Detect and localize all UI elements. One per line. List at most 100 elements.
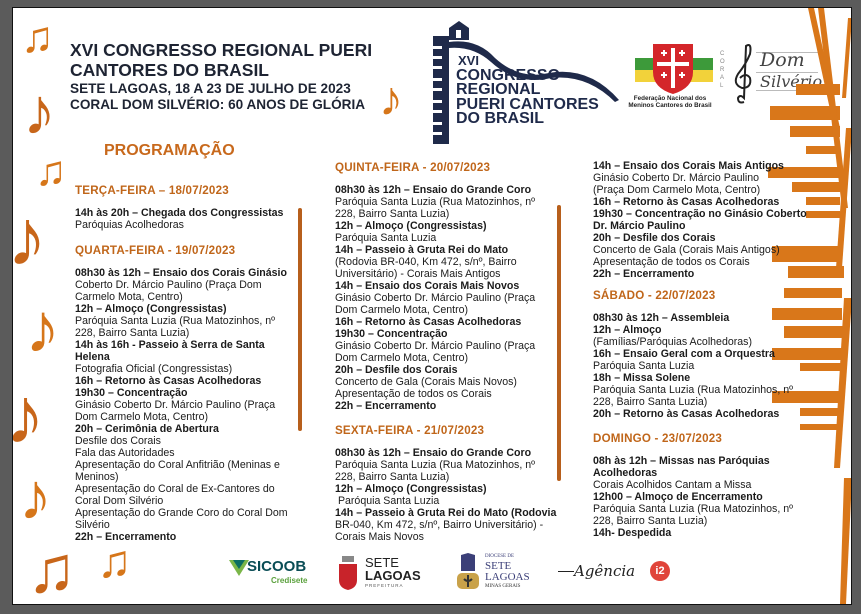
orange-stripes-decoration <box>768 8 851 604</box>
sicoob-sub: Credisete <box>271 576 308 585</box>
section-title: PROGRAMAÇÃO <box>104 142 235 159</box>
prefeitura-line: PREFEITURA <box>365 583 404 588</box>
schedule-event: 08h30 às 12h – Assembleia <box>593 312 730 324</box>
schedule-detail: Apresentação do Coral de Ex-Cantores do <box>75 483 275 495</box>
music-note-icon: ♪ <box>13 376 45 456</box>
schedule-detail: Paróquia Santa Luzia (Rua Matozinhos, nº <box>593 384 793 396</box>
day-heading: SEXTA-FEIRA - 21/07/2023 <box>335 424 485 437</box>
schedule-event: 08h às 12h – Missas nas Paróquias <box>593 455 770 467</box>
event-logo-line: CONGRESSO <box>456 66 561 84</box>
federation-shield-icon <box>635 44 713 94</box>
schedule-detail: Apresentação do Grande Coro do Coral Dom <box>75 507 288 519</box>
schedule-event: 14h – Ensaio dos Corais Mais Novos <box>335 280 520 292</box>
schedule-event: 20h – Cerimônia de Abertura <box>75 423 219 435</box>
schedule-detail: Concerto de Gala (Corais Mais Novos) <box>335 376 517 388</box>
schedule-event: 16h – Ensaio Geral com a Orquestra <box>593 348 775 360</box>
schedule-detail: Corais Mais Novos <box>335 531 424 543</box>
diocese-line: LAGOAS <box>485 571 530 583</box>
schedule-event: 08h30 às 12h – Ensaio do Grande Coro <box>335 447 532 459</box>
column-divider <box>557 205 561 481</box>
schedule-detail: Ginásio Coberto Dr. Márcio Paulino (Praç… <box>335 340 536 352</box>
schedule-event: 12h – Almoço (Congressistas) <box>335 483 487 495</box>
piano-curve-logo-icon <box>433 21 619 144</box>
schedule-event: 16h – Retorno às Casas Acolhedoras <box>75 375 262 387</box>
schedule-event: Acolhedoras <box>593 467 658 479</box>
day-heading: SÁBADO - 22/07/2023 <box>593 289 716 302</box>
coral-logo-line: Dom <box>760 49 805 71</box>
prefeitura-sete-lagoas-logo: SETE LAGOAS PREFEITURA <box>337 554 427 594</box>
schedule-detail: Paróquia Santa Luzia <box>335 495 440 507</box>
day-heading: TERÇA-FEIRA – 18/07/2023 <box>75 184 229 197</box>
schedule-event: 22h – Encerramento <box>335 400 437 412</box>
schedule-event: 20h – Desfile dos Corais <box>593 232 716 244</box>
schedule-event: Helena <box>75 351 110 363</box>
schedule-detail: Dom Carmelo Mota, Centro) <box>335 352 469 364</box>
diocese-line: DIOCESE DE <box>485 554 515 559</box>
schedule-detail: Fala das Autoridades <box>75 447 175 459</box>
schedule-detail: Paróquia Santa Luzia (Rua Matozinhos, nº <box>335 459 535 471</box>
schedule-detail: Apresentação de todos os Corais <box>335 388 492 400</box>
day-heading: QUINTA-FEIRA - 20/07/2023 <box>335 161 491 174</box>
schedule-detail: Corais Acolhidos Cantam a Missa <box>593 479 752 491</box>
schedule-event: 14h- Despedida <box>593 527 672 539</box>
schedule-detail: Paróquia Santa Luzia (Rua Matozinhos, nº <box>335 196 535 208</box>
schedule-event: 14h às 16h - Passeio à Serra de Santa <box>75 339 265 351</box>
diocese-line: MINAS GERAIS <box>485 584 521 589</box>
schedule-event: 14h – Passeio à Gruta Rei do Mato (Rodov… <box>335 507 557 519</box>
schedule-detail: Paróquias Acolhedoras <box>75 219 184 231</box>
day-block: DOMINGO - 23/07/2023 08h às 12h – Missas … <box>593 432 793 539</box>
schedule-detail: Paróquia Santa Luzia <box>593 360 695 372</box>
day-block: QUARTA-FEIRA - 19/07/2023 08h30 às 12h – … <box>75 244 288 543</box>
schedule-event: 08h30 às 12h – Ensaio dos Corais Ginásio <box>75 267 287 279</box>
federation-name: Federação Nacional dos Meninos Cantores … <box>625 95 715 109</box>
schedule-detail: Dom Carmelo Mota, Centro) <box>335 304 469 316</box>
schedule-detail: Concerto de Gala (Corais Mais Antigos) <box>593 244 780 256</box>
prefeitura-line: SETE <box>365 555 399 570</box>
schedule-event: 19h30 – Concentração no Ginásio Coberto <box>593 208 807 220</box>
schedule-event: 14h – Ensaio dos Corais Mais Antigos <box>593 160 784 172</box>
schedule-event: 20h – Retorno às Casas Acolhedoras <box>593 408 780 420</box>
federation-line: Federação Nacional dos <box>633 95 707 102</box>
schedule-event: 14h às 20h – Chegada dos Congressistas <box>75 207 284 219</box>
federation-line: Meninos Cantores do Brasil <box>628 102 712 109</box>
schedule-detail: Dom Carmelo Mota, Centro) <box>75 411 209 423</box>
sicoob-mark-icon <box>229 560 249 576</box>
schedule-event: 12h – Almoço (Congressistas) <box>335 220 487 232</box>
schedule-detail: Silvério <box>75 519 110 531</box>
schedule-detail: Fotografia Oficial (Congressistas) <box>75 363 233 375</box>
music-note-icon: ♪ <box>13 198 47 278</box>
poster-page: ♫ ♪ ♫ ♪ ♪ ♪ ♪ ♫ ♫ ♪ XVI CONGRESSO REGION… <box>12 7 852 605</box>
schedule-event: 16h – Retorno às Casas Acolhedoras <box>335 316 522 328</box>
event-logo-line: REGIONAL <box>456 81 541 99</box>
schedule-event: 18h – Missa Solene <box>593 372 691 384</box>
column-divider <box>298 208 302 431</box>
schedule-detail: 228, Bairro Santa Luzia) <box>335 208 450 220</box>
schedule-detail: 228, Bairro Santa Luzia) <box>335 471 450 483</box>
schedule-event: 12h – Almoço (Congressistas) <box>75 303 227 315</box>
schedule-detail: Coberto Dr. Márcio Paulino (Praça Dom <box>75 279 262 291</box>
diocese-mitre-icon <box>457 553 479 589</box>
schedule-detail: (Praça Dom Carmelo Mota, Centro) <box>593 184 761 196</box>
city-coat-of-arms-icon <box>339 556 357 590</box>
schedule-detail: 228, Bairro Santa Luzia) <box>593 515 708 527</box>
schedule-event: 12h – Almoço <box>593 324 662 336</box>
day-block: SEXTA-FEIRA - 21/07/2023 08h30 às 12h – E… <box>335 424 556 543</box>
schedule-event: Dr. Márcio Paulino <box>593 220 686 232</box>
music-note-icon: ♫ <box>35 147 67 194</box>
agencia-name: Agência <box>574 562 636 580</box>
sicoob-name: SICOOB <box>247 558 307 575</box>
event-logo-line: PUERI CANTORES <box>456 95 599 113</box>
schedule-detail: 228, Bairro Santa Luzia) <box>75 327 190 339</box>
schedule-detail: Paróquia Santa Luzia (Rua Matozinhos, nº <box>593 503 793 515</box>
schedule-event: 08h30 às 12h – Ensaio do Grande Coro <box>335 184 532 196</box>
diocese-sete-lagoas-logo: DIOCESE DE SETE LAGOAS MINAS GERAIS <box>453 553 543 597</box>
subtitle-line: SETE LAGOAS, 18 A 23 DE JULHO DE 2023 <box>70 81 351 96</box>
music-note-icon: ♪ <box>379 73 403 126</box>
agencia-badge: i2 <box>650 561 670 581</box>
schedule-detail: (Famílias/Paróquias Acolhedoras) <box>593 336 752 348</box>
day-block: QUINTA-FEIRA - 20/07/2023 08h30 às 12h – … <box>335 161 535 412</box>
schedule-event: 16h – Retorno às Casas Acolhedoras <box>593 196 780 208</box>
event-logo-line: DO BRASIL <box>456 110 544 128</box>
music-note-icon: ♪ <box>19 459 52 533</box>
event-title: XVI CONGRESSO REGIONAL PUERI CANTORES DO… <box>70 40 372 80</box>
